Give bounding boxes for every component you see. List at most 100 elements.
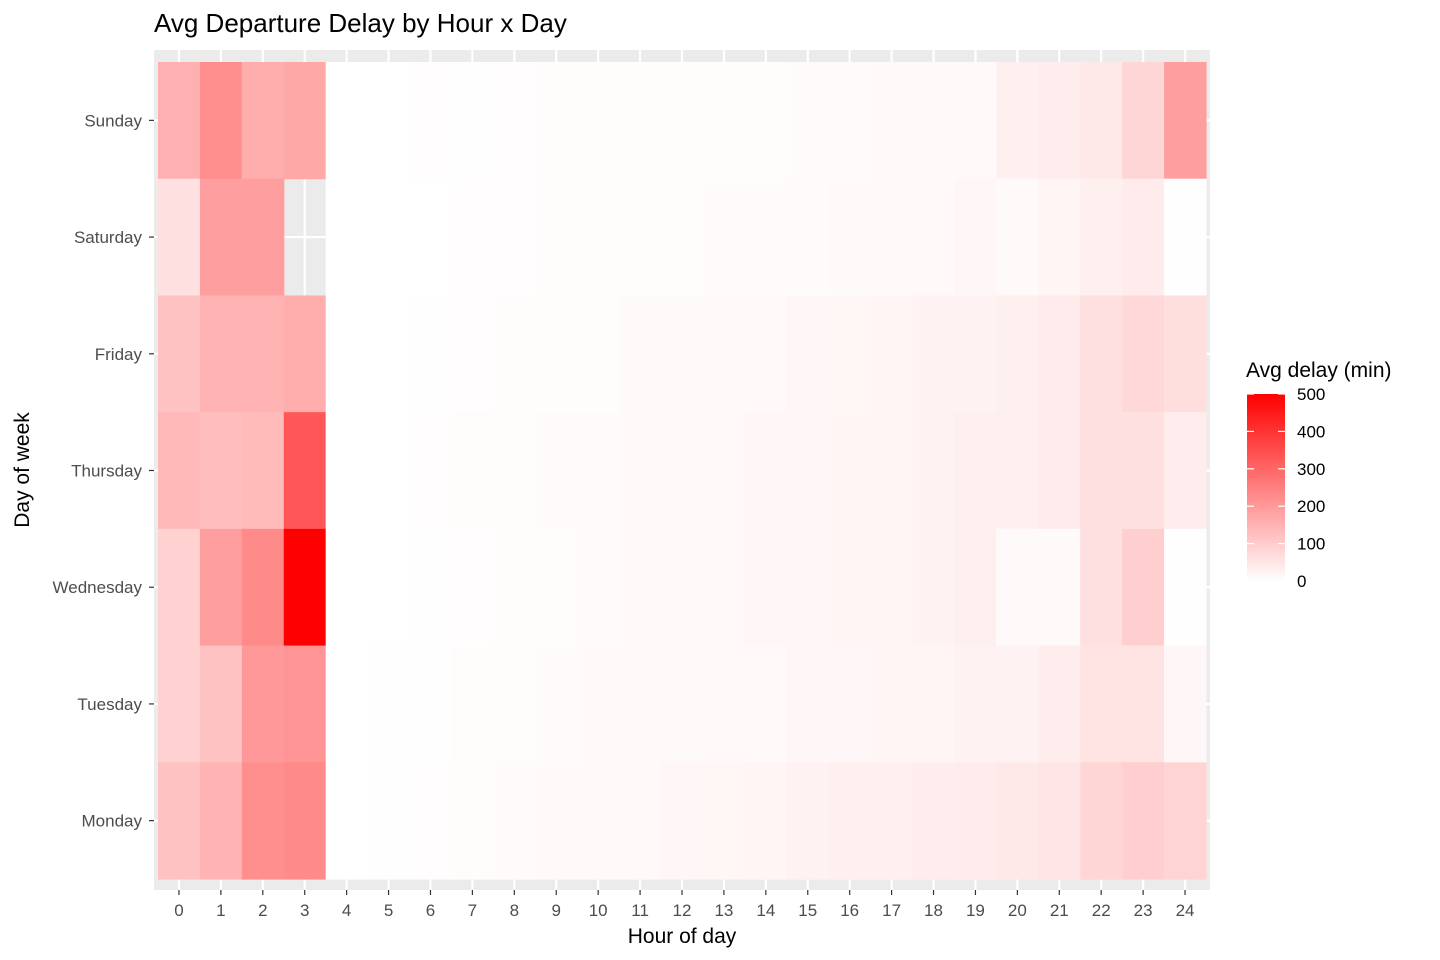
heatmap-cell <box>1038 62 1081 180</box>
heatmap-cell <box>702 645 746 763</box>
heatmap-cell <box>451 412 494 530</box>
x-axis-label: Hour of day <box>628 925 737 948</box>
heatmap-cell <box>619 528 662 647</box>
heatmap-cell <box>1038 178 1081 297</box>
heatmap-cell <box>493 62 536 180</box>
heatmap-cell <box>199 528 243 647</box>
heatmap-cell <box>325 645 369 763</box>
x-tick-label: 4 <box>342 901 351 920</box>
heatmap-cell <box>158 412 201 530</box>
x-tick-label: 16 <box>840 901 859 920</box>
heatmap-cell <box>996 295 1039 413</box>
heatmap-cell <box>870 645 914 763</box>
heatmap-cell <box>451 762 494 880</box>
heatmap-cell <box>199 295 243 413</box>
heatmap-cell <box>325 178 369 297</box>
heatmap-cell <box>1080 62 1123 180</box>
heatmap-cell <box>619 295 662 413</box>
heatmap-cell <box>702 412 746 530</box>
heatmap-cell <box>1122 645 1165 763</box>
heatmap-cell <box>199 412 243 530</box>
x-tick-label: 3 <box>300 901 309 920</box>
heatmap-cell <box>1164 178 1207 297</box>
heatmap-cell <box>283 762 327 880</box>
heatmap-cell <box>1080 178 1123 297</box>
heatmap-cell <box>1080 412 1123 530</box>
heatmap-cell <box>912 762 956 880</box>
heatmap-cell <box>786 762 830 880</box>
heatmap-cell <box>367 762 411 880</box>
heatmap-cell <box>409 528 453 647</box>
heatmap-cell <box>1038 645 1081 763</box>
heatmap-cell <box>912 62 956 180</box>
heatmap-cell <box>912 528 956 647</box>
heatmap-cell <box>744 412 788 530</box>
legend-ticks: 0 100 200 300 400 500 <box>1247 385 1325 591</box>
heatmap-cell <box>912 645 956 763</box>
heatmap-cell <box>828 762 872 880</box>
heatmap-cell <box>577 645 620 763</box>
heatmap-cell <box>702 62 746 180</box>
heatmap-cell <box>828 412 872 530</box>
heatmap-cell <box>283 645 327 763</box>
heatmap-cell <box>409 295 453 413</box>
x-tick-label: 7 <box>468 901 477 920</box>
x-tick-label: 23 <box>1134 901 1153 920</box>
heatmap-cell <box>619 762 662 880</box>
heatmap-cell <box>199 645 243 763</box>
heatmap-cell <box>661 412 704 530</box>
heatmap-cell <box>367 62 411 180</box>
heatmap-cell <box>1080 295 1123 413</box>
heatmap-cell <box>661 62 704 180</box>
heatmap-cell <box>577 412 620 530</box>
heatmap-cell <box>241 295 285 413</box>
x-tick-label: 24 <box>1176 901 1195 920</box>
y-tick-label: Saturday <box>74 228 143 247</box>
heatmap-cell <box>619 62 662 180</box>
heatmap-cell <box>409 762 453 880</box>
heatmap-cell <box>661 295 704 413</box>
heatmap-cell <box>535 528 578 647</box>
heatmap-cell <box>451 645 494 763</box>
heatmap-cell <box>241 762 285 880</box>
heatmap-cell <box>241 645 285 763</box>
heatmap-cell <box>744 178 788 297</box>
heatmap-cell <box>241 412 285 530</box>
x-tick-label: 21 <box>1050 901 1069 920</box>
y-tick-label: Thursday <box>71 462 142 481</box>
heatmap-cell <box>786 412 830 530</box>
heatmap-cell <box>325 62 369 180</box>
x-tick-label: 14 <box>756 901 775 920</box>
y-tick-label: Wednesday <box>53 578 143 597</box>
heatmap-cell <box>912 412 956 530</box>
heatmap-cell <box>954 178 997 297</box>
heatmap-cell <box>367 528 411 647</box>
heatmap-cell <box>1038 762 1081 880</box>
heatmap-cell <box>744 62 788 180</box>
heatmap-cell <box>954 62 997 180</box>
heatmap-cell <box>493 412 536 530</box>
x-tick-label: 19 <box>966 901 985 920</box>
heatmap-tiles <box>158 62 1207 880</box>
heatmap-cell <box>367 412 411 530</box>
heatmap-cell <box>996 528 1039 647</box>
heatmap-cell <box>283 412 327 530</box>
heatmap-cell <box>158 295 201 413</box>
heatmap-cell <box>535 178 578 297</box>
heatmap-cell <box>451 178 494 297</box>
heatmap-cell <box>619 178 662 297</box>
heatmap-cell <box>367 178 411 297</box>
heatmap-cell <box>828 528 872 647</box>
heatmap-cell <box>786 62 830 180</box>
heatmap-cell <box>702 178 746 297</box>
heatmap-cell <box>912 178 956 297</box>
heatmap-cell <box>996 762 1039 880</box>
heatmap-cell <box>744 295 788 413</box>
heatmap-cell <box>535 62 578 180</box>
heatmap-cell <box>786 295 830 413</box>
heatmap-cell <box>325 762 369 880</box>
x-tick-label: 0 <box>174 901 183 920</box>
heatmap-cell <box>535 295 578 413</box>
heatmap-cell <box>870 62 914 180</box>
legend-tick-label: 100 <box>1297 535 1325 554</box>
